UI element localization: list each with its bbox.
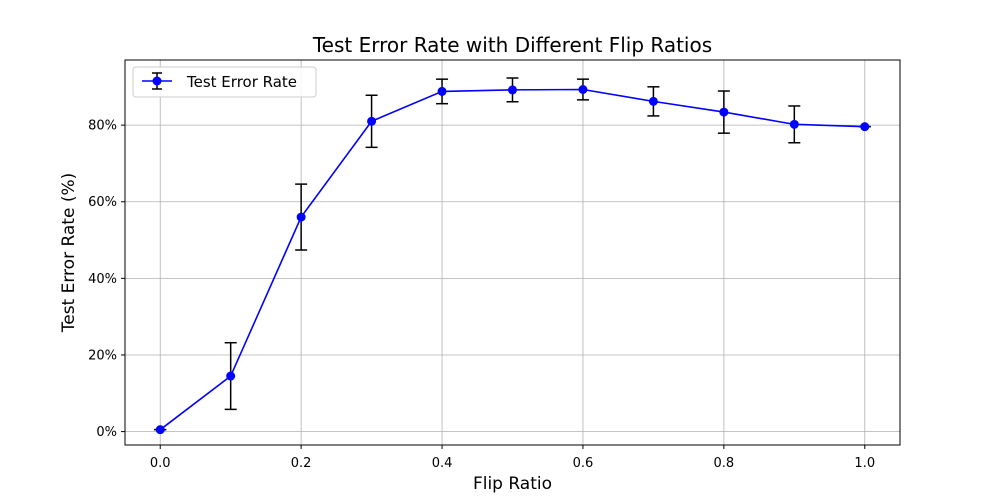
y-axis-label: Test Error Rate (%) <box>59 173 79 334</box>
x-tick-label: 0.4 <box>432 456 453 471</box>
legend-box <box>132 66 317 98</box>
y-tick-label: 80% <box>88 119 117 134</box>
data-point <box>719 107 729 117</box>
y-tick-label: 60% <box>88 195 117 210</box>
x-tick-label: 1.0 <box>854 456 875 471</box>
x-tick-label: 0.8 <box>714 456 735 471</box>
grid <box>125 60 900 445</box>
data-point <box>226 371 236 381</box>
chart-title: Test Error Rate with Different Flip Rati… <box>312 33 712 57</box>
data-point <box>155 425 165 435</box>
x-axis-label: Flip Ratio <box>473 474 552 494</box>
data-point <box>789 119 799 129</box>
legend-label: Test Error Rate <box>186 73 297 91</box>
data-point <box>367 116 377 126</box>
data-point <box>578 84 588 94</box>
legend-point-marker <box>152 76 162 86</box>
legend: Test Error Rate <box>132 66 317 98</box>
x-axis-ticks: 0.0 0.2 0.4 0.6 0.8 1.0 <box>150 445 875 471</box>
data-point <box>437 86 447 96</box>
data-point <box>860 122 870 132</box>
y-tick-label: 20% <box>88 348 117 363</box>
y-tick-label: 40% <box>88 272 117 287</box>
y-axis-ticks: 0% 20% 40% 60% 80% <box>88 119 125 440</box>
data-point <box>296 212 306 222</box>
error-bars <box>154 77 871 431</box>
data-point <box>648 96 658 106</box>
x-tick-label: 0.2 <box>291 456 312 471</box>
plot-frame <box>124 59 901 446</box>
y-tick-label: 0% <box>96 425 117 440</box>
data-point <box>508 85 517 95</box>
series-group <box>155 84 870 435</box>
x-tick-label: 0.0 <box>150 456 171 471</box>
x-tick-label: 0.6 <box>573 456 594 471</box>
series-line <box>159 88 865 431</box>
